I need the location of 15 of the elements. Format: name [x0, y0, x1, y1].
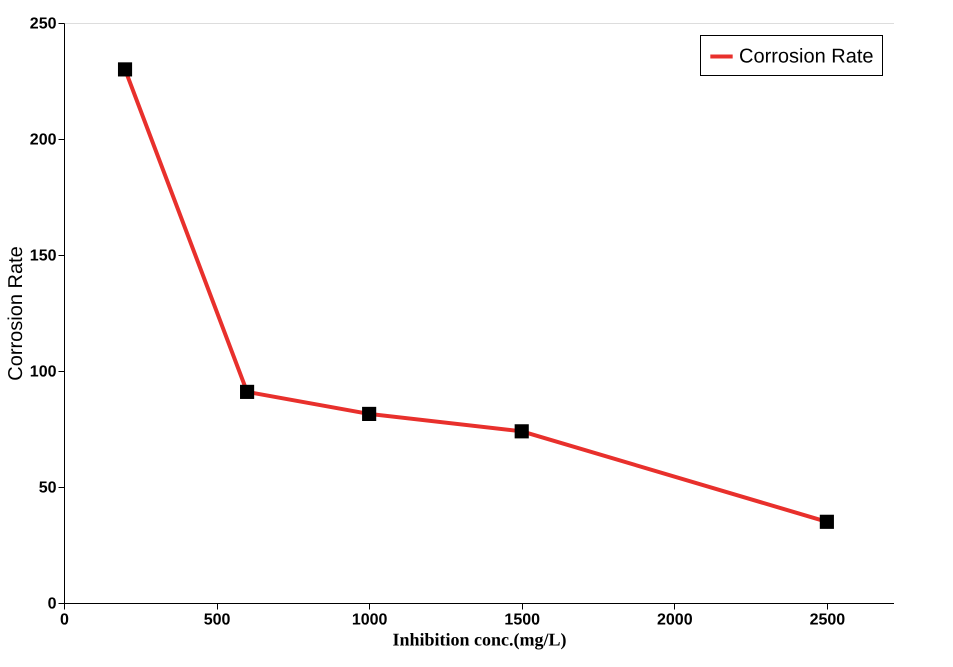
legend-label: Corrosion Rate	[739, 46, 874, 68]
x-tick-label: 1500	[504, 612, 540, 628]
y-tick-label: 50	[38, 480, 57, 496]
y-tick-label: 200	[30, 132, 57, 148]
x-axis-title: Inhibition conc.(mg/L)	[392, 630, 567, 650]
y-tick-label: 100	[30, 364, 57, 380]
y-tick-label: 0	[48, 596, 57, 612]
x-tick-label: 0	[60, 612, 70, 628]
y-axis-title: Corrosion Rate	[4, 246, 27, 381]
x-tick-label: 1000	[352, 612, 388, 628]
x-tick-label: 2000	[656, 612, 693, 628]
x-tick-label: 2500	[810, 612, 846, 628]
x-tick-label: 500	[204, 612, 231, 628]
y-tick-label: 150	[30, 248, 57, 264]
y-tick-label: 250	[30, 16, 57, 32]
